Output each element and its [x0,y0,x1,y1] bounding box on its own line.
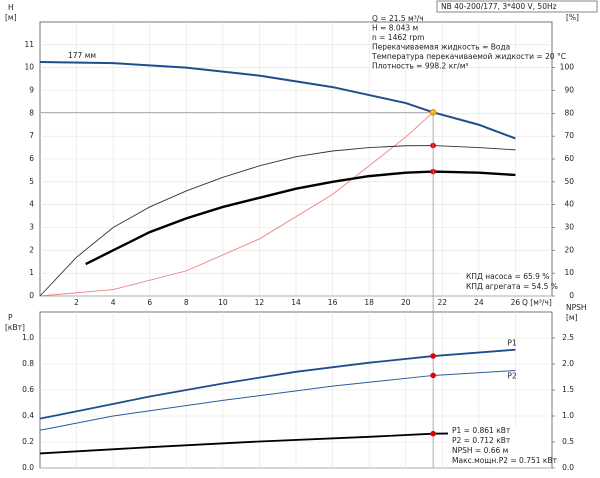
result-line: NPSH = 0.66 м [452,446,508,455]
y-tick-label: 1 [29,268,34,277]
y2-tick-label: 10 [564,268,574,277]
info-line: n = 1462 rpm [372,33,424,42]
x-tick-label: 4 [111,298,116,307]
x-tick-label: 8 [184,298,189,307]
curve-label: P2 [507,372,517,381]
x-tick-label: 26 [511,298,521,307]
y-tick-label: 9 [29,86,34,95]
y-tick-label: 8 [29,108,34,117]
y-tick-label: 7 [29,131,34,140]
y2-axis-unit: [%] [566,13,579,22]
y2-tick-label: 50 [564,177,574,186]
y-tick-label: 6 [29,154,34,163]
curve [39,370,516,431]
x-tick-label: 22 [438,298,448,307]
y-tick-label: 11 [24,40,34,49]
x-tick-label: 6 [147,298,152,307]
y2-tick-label: 2.0 [562,359,574,368]
x-tick-label: 20 [401,298,411,307]
efficiency-box [462,272,550,292]
curve [39,60,516,140]
y-axis-label: P [8,313,13,322]
x-tick-label: 2 [74,298,79,307]
result-box [448,426,550,467]
info-line: Q = 21.5 м³/ч [372,14,424,23]
result-line: P2 = 0.712 кВт [452,436,511,445]
y-tick-label: 0.0 [22,463,34,472]
y2-tick-label: 30 [564,223,574,232]
result-line: Макс.мощн.P2 = 0.751 кВт [452,456,558,465]
curve [39,112,434,297]
x-tick-label: 12 [255,298,265,307]
y-tick-label: 4 [29,200,34,209]
info-line: H = 8.043 м [372,24,418,33]
y2-tick-label: 1.0 [562,411,574,420]
curve [39,431,516,455]
x-tick-label: 14 [291,298,301,307]
y-axis-unit: [кВт] [5,323,25,332]
result-line: P1 = 0.861 кВт [452,426,511,435]
y-tick-label: 2 [29,245,34,254]
operating-point [430,430,436,437]
y2-tick-label: 2.5 [562,333,574,342]
curve [39,145,516,297]
y2-tick-label: 70 [564,131,574,140]
y-tick-label: 3 [29,223,34,232]
y2-axis-unit: [м] [566,313,578,322]
y-tick-label: 10 [24,63,34,72]
curve-label: 177 мм [68,51,96,60]
y-tick-label: 0.2 [22,437,34,446]
info-line: Температура перекачиваемой жидкости = 20… [371,52,566,61]
y2-tick-label: 60 [564,154,574,163]
header-box [436,0,598,13]
x-tick-label: 16 [328,298,338,307]
operating-point [430,353,436,359]
y-tick-label: 0.4 [22,411,34,420]
y-tick-label: 0.6 [22,385,34,394]
y-tick-label: 0 [29,291,34,300]
x-tick-label: 18 [364,298,374,307]
y2-axis-label: NPSH [566,303,587,312]
y-axis-unit: [м] [5,13,17,22]
operating-point [430,372,436,379]
x-tick-label: 24 [474,298,484,307]
x-axis-label: Q [м³/ч] [522,298,552,307]
info-line: Перекачиваемая жидкость = Вода [372,43,510,52]
x-tick-label: 10 [218,298,228,307]
y-tick-label: 1.0 [22,333,34,342]
y2-tick-label: 80 [564,108,574,117]
y2-tick-label: 40 [564,200,574,209]
y2-tick-label: 0.0 [562,463,574,472]
y-tick-label: 5 [29,177,34,186]
y2-tick-label: 1.5 [562,385,574,394]
y2-tick-label: 100 [560,63,575,72]
curve-label: P1 [507,339,517,348]
y2-tick-label: 0 [569,291,574,300]
info-line: Плотность = 998.2 кг/м³ [372,62,468,71]
curve [39,348,516,420]
y2-tick-label: 20 [564,245,574,254]
y2-tick-label: 90 [564,86,574,95]
y-tick-label: 0.8 [22,359,34,368]
header: NB 40-200/177, 3*400 V, 50Hz [441,2,557,11]
efficiency-note: КПД насоса = 65.9 % [466,272,549,281]
efficiency-note: КПД агрегата = 54.5 % [466,282,558,291]
y2-tick-label: 0.5 [562,437,574,446]
y-axis-label: H [8,3,14,12]
